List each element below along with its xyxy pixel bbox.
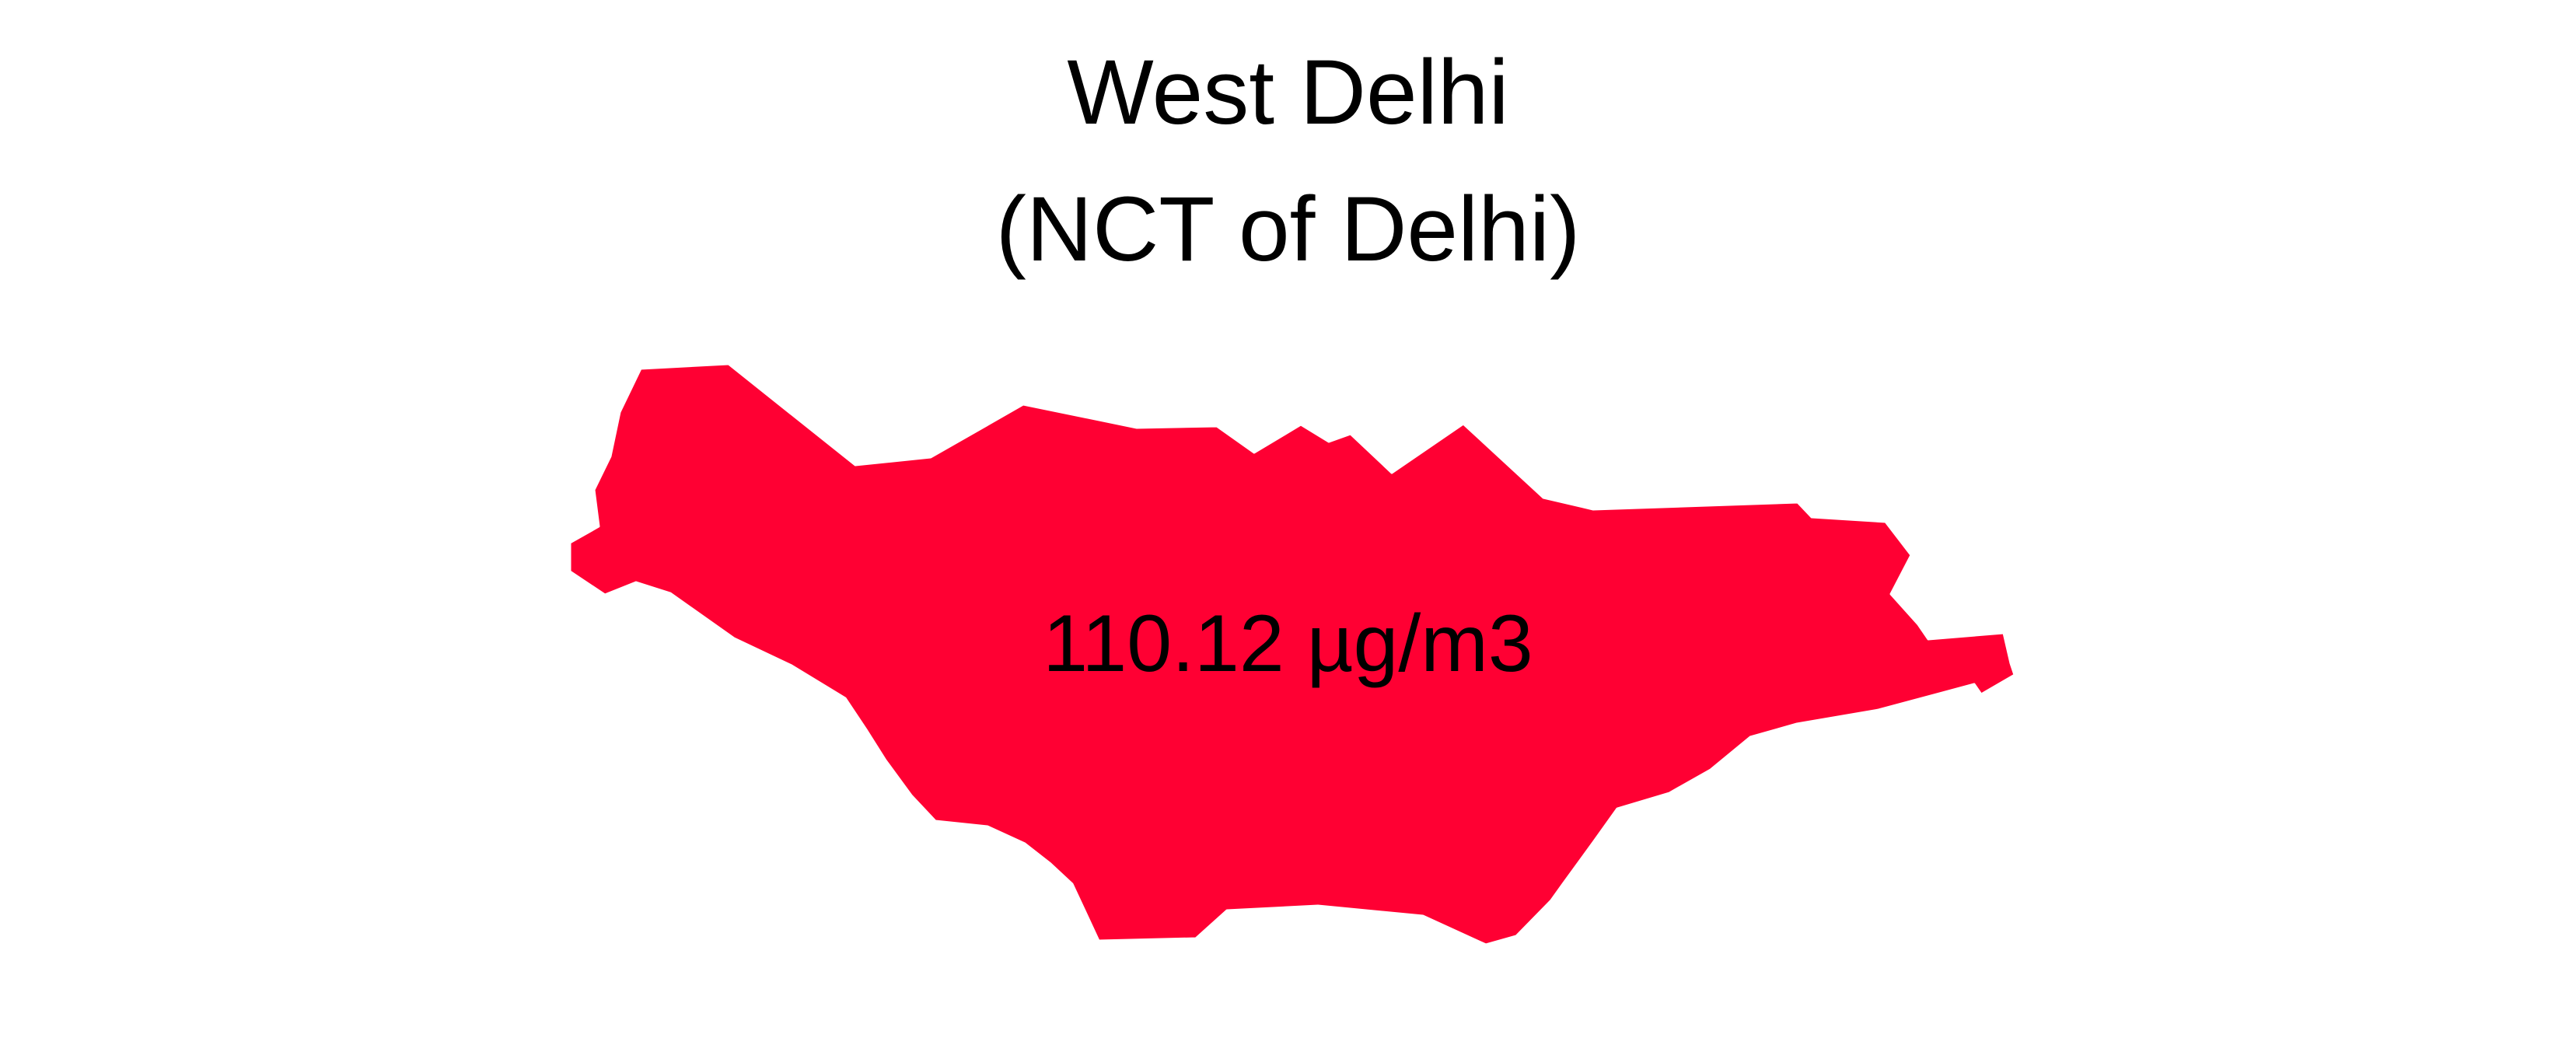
west-delhi-region — [568, 362, 2016, 946]
map-title: West Delhi — [1067, 41, 1509, 144]
map-subtitle: (NCT of Delhi) — [995, 178, 1581, 281]
pollution-value-label: 110.12 µg/m3 — [1043, 599, 1533, 689]
